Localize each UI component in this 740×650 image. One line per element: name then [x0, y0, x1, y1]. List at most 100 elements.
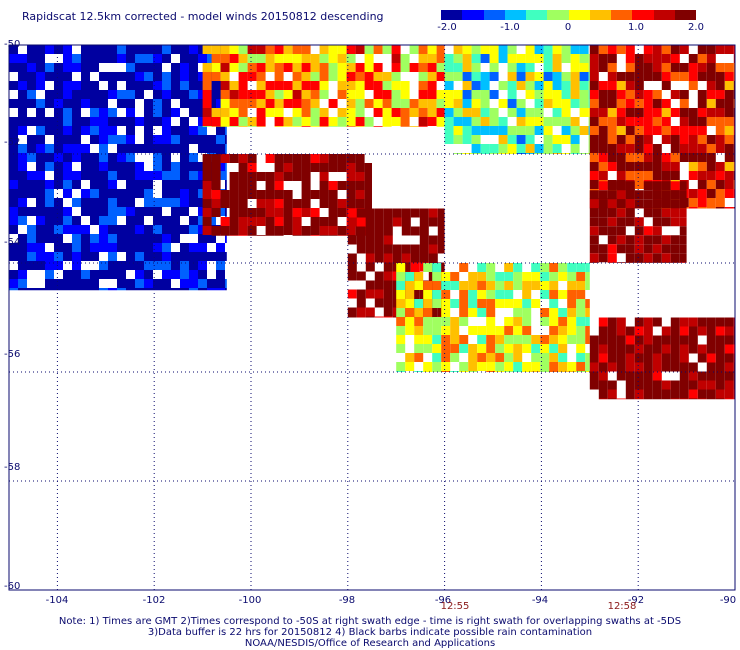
- wind-cell: [63, 270, 72, 279]
- wind-cell: [507, 135, 517, 144]
- wind-cell: [679, 217, 687, 227]
- wind-cell: [18, 171, 27, 180]
- wind-cell: [724, 380, 734, 390]
- wind-cell: [585, 299, 590, 308]
- wind-cell: [543, 72, 553, 81]
- wind-cell: [153, 90, 162, 99]
- wind-cell: [616, 108, 626, 117]
- wind-cell: [507, 126, 517, 135]
- wind-cell: [45, 117, 54, 126]
- wind-cell: [256, 99, 266, 108]
- colorbar-segment: [589, 10, 611, 20]
- note-line-1: Note: 1) Times are GMT 2)Times correspon…: [58, 616, 682, 627]
- wind-cell: [211, 63, 221, 72]
- wind-cell: [733, 389, 735, 399]
- wind-cell: [652, 226, 662, 236]
- wind-cell: [643, 262, 653, 263]
- wind-cell: [392, 217, 402, 227]
- wind-cell: [144, 72, 153, 81]
- wind-cell: [471, 81, 481, 90]
- wind-cell: [561, 54, 571, 63]
- y-axis-label: -60: [4, 581, 21, 592]
- wind-cell: [419, 208, 429, 218]
- wind-cell: [54, 144, 63, 153]
- wind-cell: [598, 362, 608, 372]
- wind-cell: [391, 72, 401, 81]
- wind-cell: [679, 45, 689, 54]
- wind-cell: [679, 108, 689, 117]
- wind-cell: [144, 45, 153, 54]
- wind-cell: [274, 190, 284, 199]
- colorbar: [441, 10, 696, 20]
- wind-cell: [216, 135, 225, 144]
- wind-cell: [419, 226, 429, 236]
- wind-cell: [598, 226, 608, 236]
- wind-cell: [274, 226, 284, 235]
- wind-cell: [652, 335, 662, 345]
- wind-cell: [531, 281, 541, 290]
- wind-cell: [453, 90, 463, 99]
- wind-cell: [531, 344, 541, 353]
- wind-cell: [513, 263, 523, 272]
- wind-cell: [733, 54, 735, 63]
- wind-cell: [697, 144, 707, 153]
- wind-cell: [522, 344, 532, 353]
- wind-cell: [589, 99, 599, 108]
- wind-cell: [337, 81, 347, 90]
- wind-cell: [135, 207, 144, 216]
- wind-cell: [679, 63, 689, 72]
- wind-cell: [607, 389, 617, 399]
- wind-cell: [558, 335, 568, 344]
- wind-cell: [392, 253, 402, 263]
- wind-cell: [310, 108, 320, 117]
- wind-cell: [715, 362, 725, 372]
- wind-cell: [427, 63, 437, 72]
- wind-cell: [180, 45, 189, 54]
- wind-cell: [283, 45, 293, 54]
- wind-cell: [432, 344, 442, 353]
- wind-cell: [81, 189, 90, 198]
- wind-cell: [108, 288, 117, 291]
- wind-cell: [189, 153, 198, 162]
- wind-cell: [391, 81, 401, 90]
- wind-cell: [579, 63, 589, 72]
- wind-cell: [643, 162, 653, 171]
- wind-cell: [733, 344, 735, 354]
- wind-cell: [171, 81, 180, 90]
- wind-cell: [36, 252, 45, 261]
- wind-cell: [670, 72, 680, 81]
- colorbar-segment: [462, 10, 484, 20]
- wind-cell: [486, 263, 496, 272]
- wind-cell: [171, 171, 180, 180]
- wind-cell: [652, 99, 662, 108]
- wind-cell: [670, 108, 680, 117]
- wind-cell: [216, 252, 225, 261]
- wind-cell: [108, 180, 117, 189]
- wind-cell: [310, 54, 320, 63]
- wind-cell: [189, 216, 198, 225]
- wind-cell: [598, 389, 608, 399]
- wind-cell: [126, 252, 135, 261]
- wind-cell: [477, 281, 487, 290]
- wind-cell: [126, 144, 135, 153]
- wind-cell: [238, 90, 248, 99]
- wind-cell: [480, 90, 490, 99]
- wind-cell: [679, 90, 689, 99]
- wind-cell: [202, 126, 212, 127]
- wind-cell: [9, 198, 18, 207]
- wind-cell: [715, 380, 725, 390]
- wind-cell: [598, 45, 608, 54]
- wind-cell: [679, 371, 689, 381]
- wind-cell: [661, 99, 671, 108]
- wind-cell: [265, 99, 275, 108]
- wind-cell: [36, 216, 45, 225]
- wind-cell: [396, 308, 406, 317]
- wind-cell: [561, 135, 571, 144]
- wind-cell: [27, 207, 36, 216]
- wind-cell: [616, 335, 626, 345]
- wind-cell: [162, 225, 171, 234]
- wind-cell: [364, 199, 372, 208]
- wind-cell: [356, 226, 366, 236]
- wind-cell: [715, 99, 725, 108]
- wind-cell: [189, 243, 198, 252]
